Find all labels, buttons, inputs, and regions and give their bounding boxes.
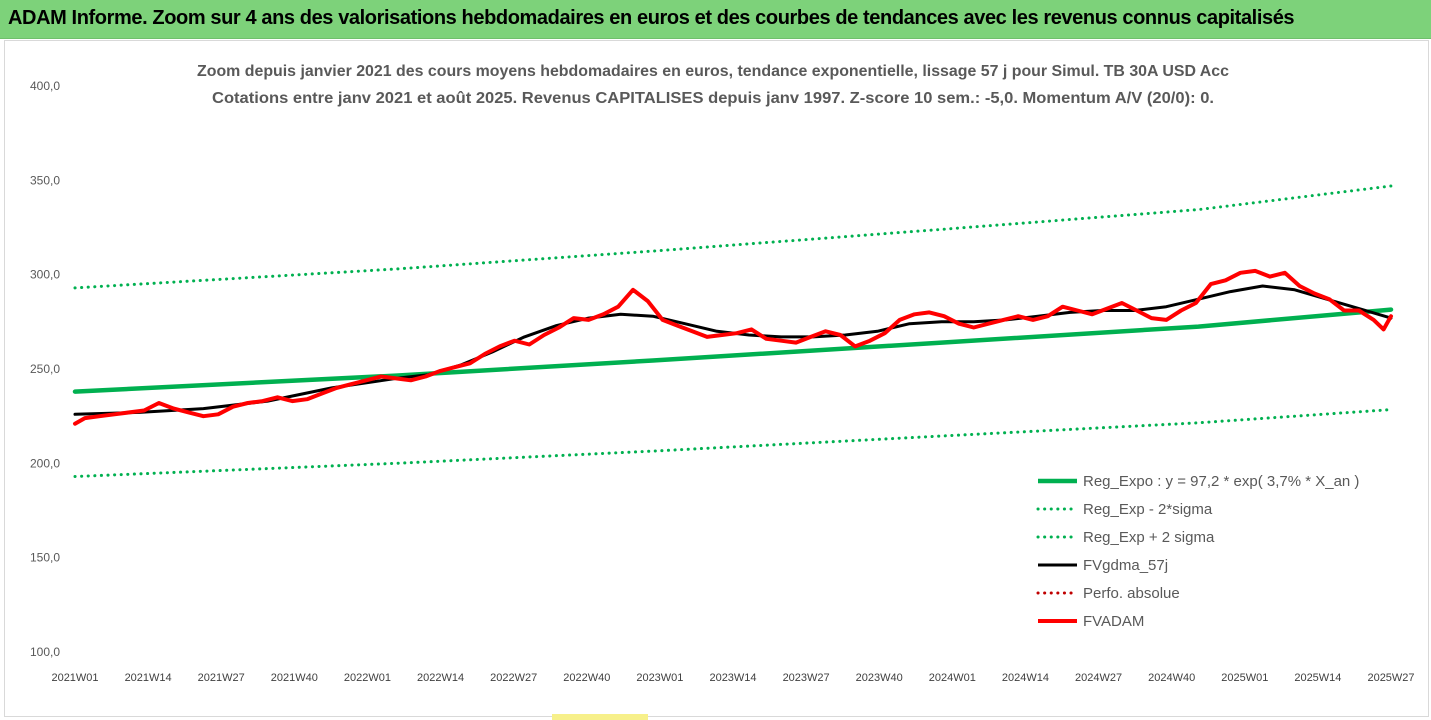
x-tick-label: 2024W01 [929,672,976,684]
title-banner: ADAM Informe. Zoom sur 4 ans des valoris… [0,0,1431,39]
y-tick-label: 100,0 [30,645,60,659]
x-tick-label: 2021W40 [271,672,318,684]
legend-label: Reg_Exp + 2 sigma [1083,529,1215,546]
x-tick-label: 2024W14 [1002,672,1049,684]
y-tick-label: 400,0 [30,79,60,93]
y-axis: 100,0 150,0 200,0 250,0 300,0 350,0 400,0 [30,79,60,659]
series-line-reg_expo [72,307,1394,394]
x-tick-label: 2022W14 [417,672,464,684]
x-tick-label: 2021W14 [125,672,172,684]
legend-label: Reg_Expo : y = 97,2 * exp( 3,7% * X_an ) [1083,473,1359,490]
chart-title: Zoom depuis janvier 2021 des cours moyen… [197,63,1229,80]
x-tick-label: 2022W40 [563,672,610,684]
x-tick-label: 2024W27 [1075,672,1122,684]
legend-label: Reg_Exp - 2*sigma [1083,501,1213,518]
footer-highlight [552,714,648,720]
x-tick-label: 2021W27 [198,672,245,684]
y-tick-label: 150,0 [30,551,60,565]
x-tick-label: 2025W01 [1221,672,1268,684]
x-tick-label: 2025W27 [1367,672,1414,684]
x-tick-label: 2023W14 [709,672,756,684]
series-line-fvadam [73,268,1393,426]
y-tick-label: 250,0 [30,362,60,376]
x-axis: 2021W01 2021W14 2021W27 2021W40 2022W01 2022W… [51,672,1414,684]
y-tick-label: 200,0 [30,456,60,470]
x-tick-label: 2025W14 [1294,672,1341,684]
page-title: ADAM Informe. Zoom sur 4 ans des valoris… [8,7,1295,29]
x-tick-label: 2023W40 [856,672,903,684]
plot-frame [4,40,1429,717]
series-line-reg_exp [73,184,1393,290]
x-tick-label: 2022W01 [344,672,391,684]
x-tick-label: 2023W01 [636,672,683,684]
series-line-reg_exp [73,408,1393,478]
legend-label: FVADAM [1083,613,1144,630]
legend-label: FVgdma_57j [1083,557,1168,574]
x-tick-label: 2022W27 [490,672,537,684]
x-tick-label: 2021W01 [51,672,98,684]
x-tick-label: 2023W27 [783,672,830,684]
legend-label: Perfo. absolue [1083,585,1180,602]
series-layer [72,184,1394,478]
y-tick-label: 300,0 [30,268,60,282]
x-tick-label: 2024W40 [1148,672,1195,684]
y-tick-label: 350,0 [30,173,60,187]
legend: Reg_Expo : y = 97,2 * exp( 3,7% * X_an )… [1036,473,1359,630]
chart-subtitle: Cotations entre janv 2021 et août 2025. … [212,90,1214,107]
